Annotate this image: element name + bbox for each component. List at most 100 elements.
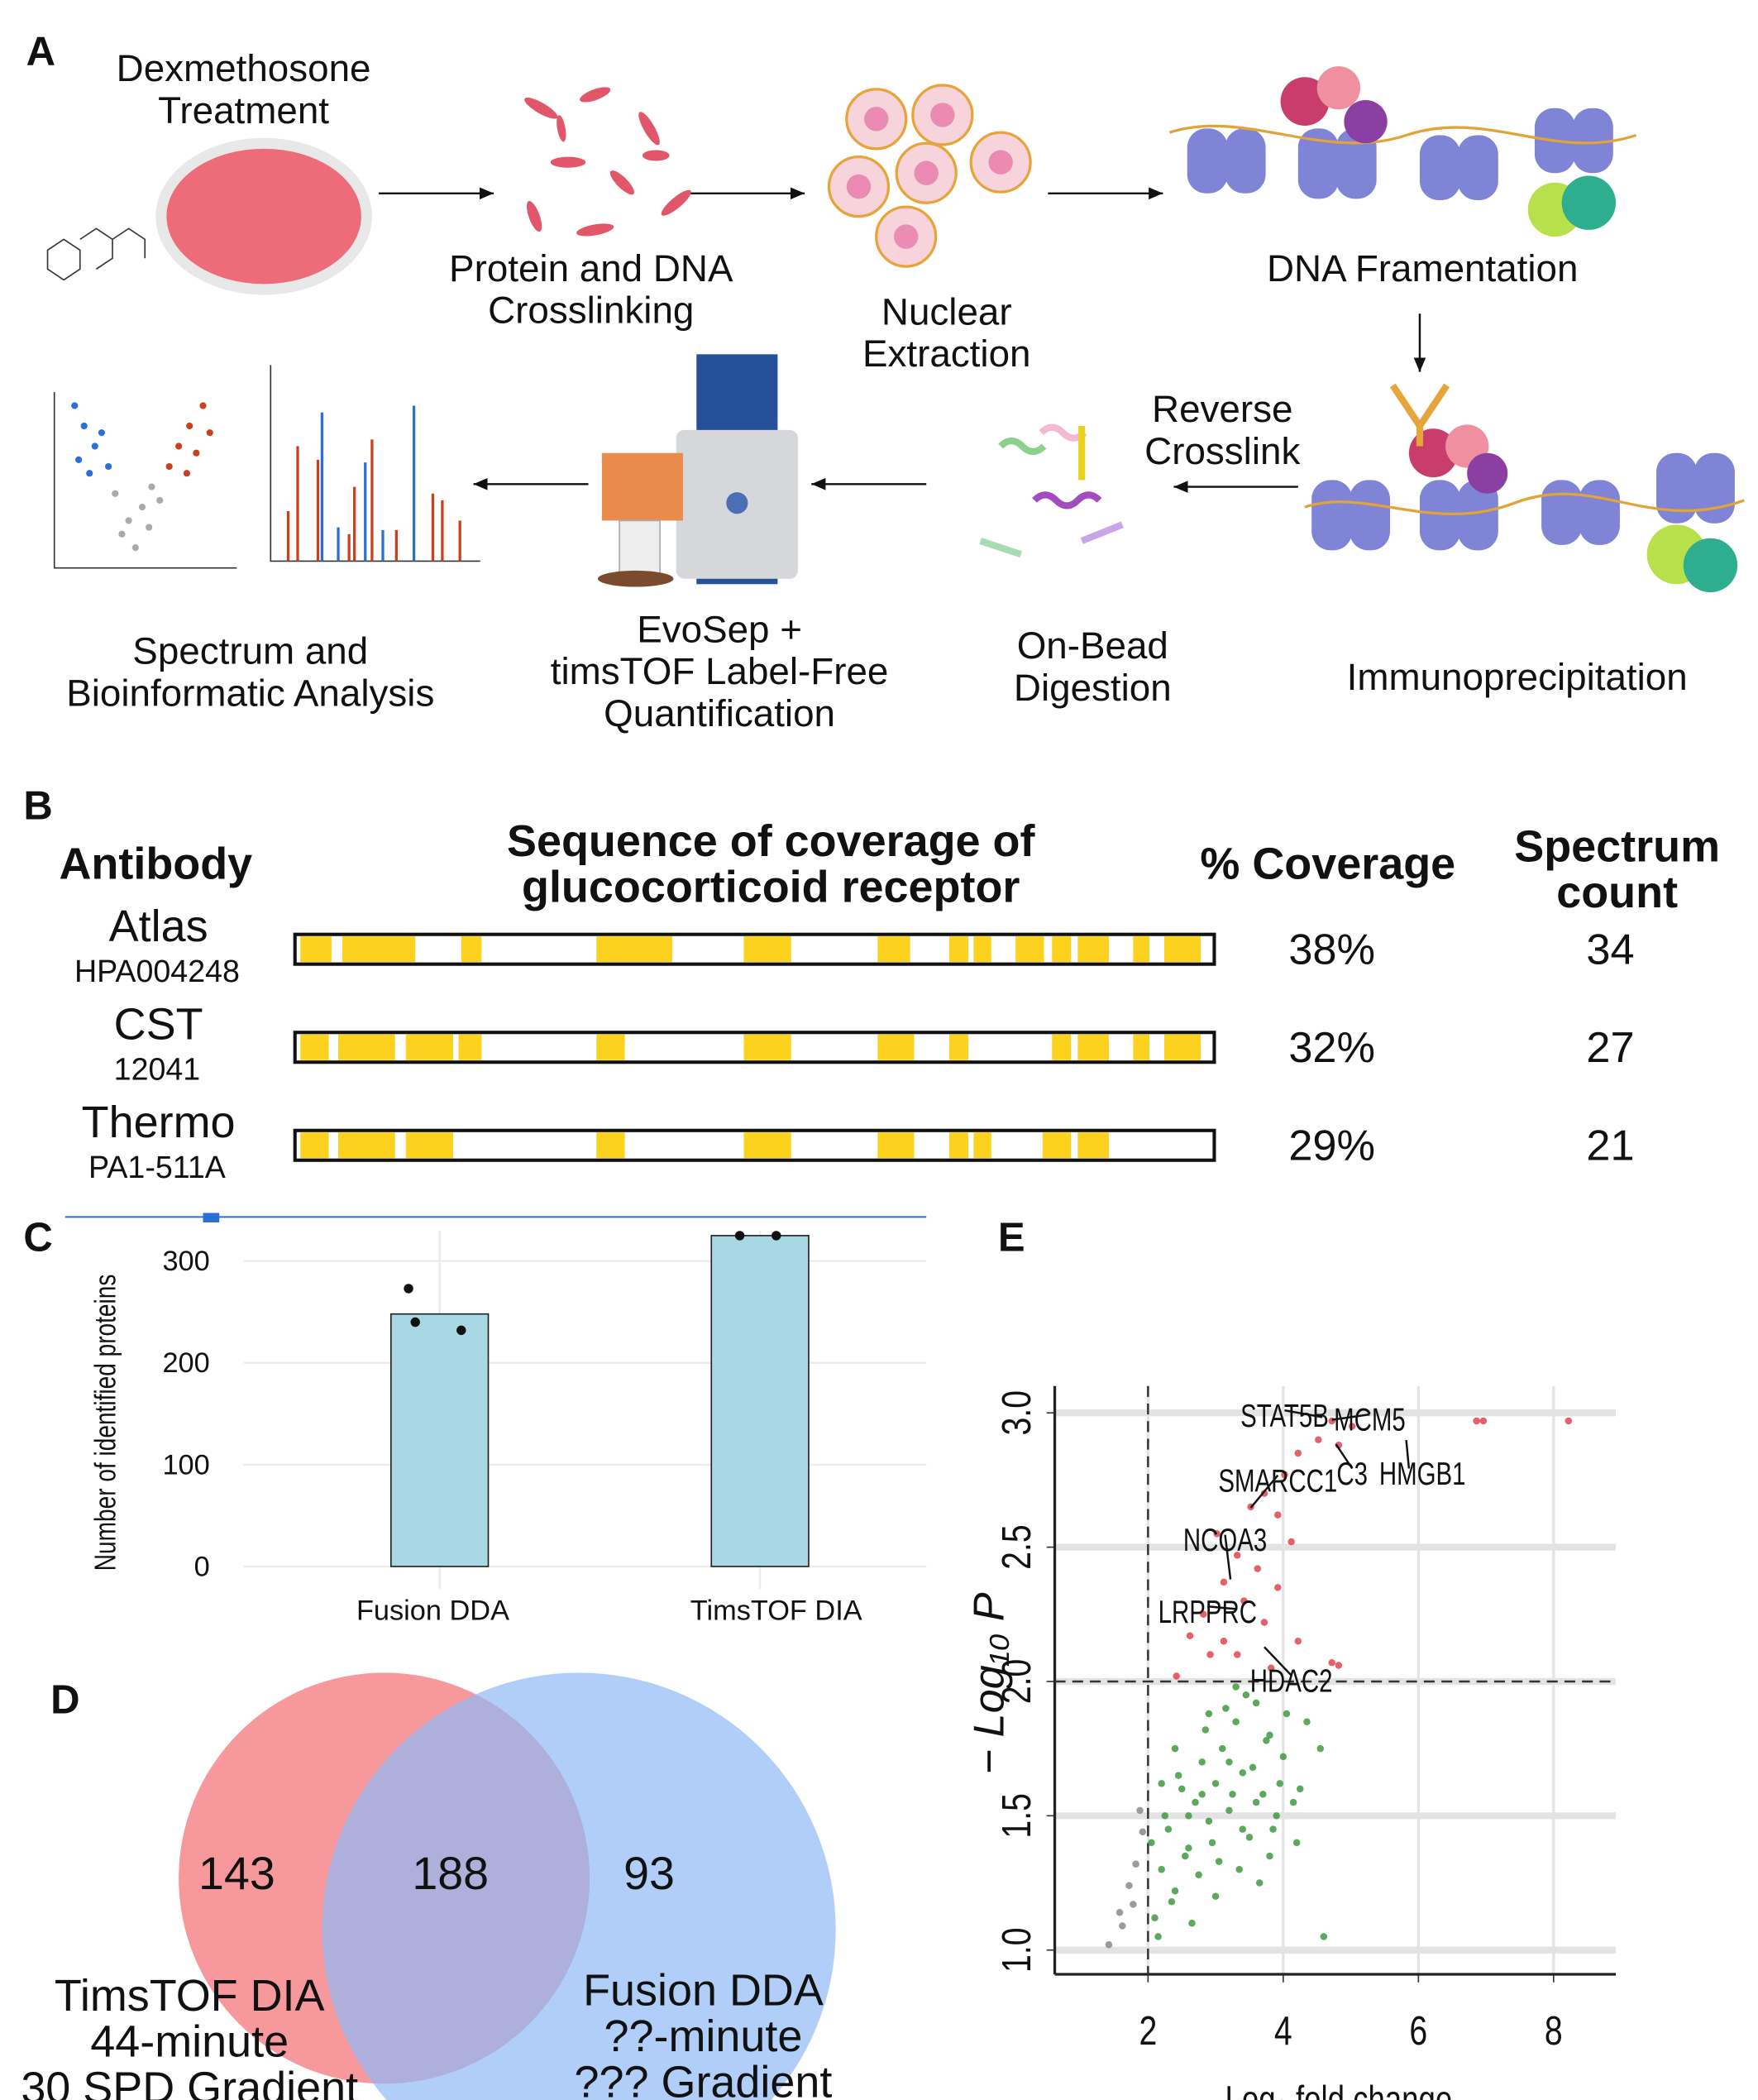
data-point <box>1182 1852 1189 1860</box>
coverage-segment <box>596 1132 625 1159</box>
coverage-segment <box>949 1132 968 1159</box>
nuclei-cores <box>846 103 1013 249</box>
data-point <box>1115 1909 1124 1916</box>
y-tick-label: 100 <box>162 1449 209 1481</box>
data-point <box>1178 1785 1186 1793</box>
step-label: timsTOF Label-Free <box>551 650 889 692</box>
step-label: DNA Framentation <box>1267 247 1578 289</box>
data-point <box>1174 1772 1182 1779</box>
venn-circle <box>322 1672 836 2100</box>
data-point <box>1252 1798 1260 1806</box>
coverage-value: 38% <box>1288 926 1375 974</box>
data-point <box>1220 1578 1228 1586</box>
data-point <box>1208 1839 1216 1847</box>
spectrum-count: 21 <box>1586 1122 1634 1170</box>
venn-set-label: TimsTOF DIA <box>55 1971 325 2021</box>
data-point <box>1235 1866 1243 1873</box>
step-label: Crosslink <box>1144 430 1300 472</box>
antibody-catalog: HPA004248 <box>74 954 240 988</box>
venn-set-label: Fusion DDA <box>583 1966 824 2016</box>
annotation-label: HDAC2 <box>1250 1663 1333 1699</box>
annotation-arrow <box>1335 1443 1354 1470</box>
data-point <box>1168 1898 1176 1906</box>
data-point <box>1205 1710 1213 1718</box>
antibody-name: CST <box>114 999 203 1049</box>
data-point <box>1239 1825 1247 1833</box>
data-point <box>1171 1887 1179 1895</box>
y-tick-label: 2.5 <box>995 1524 1039 1570</box>
annotation-label: SMARCC1 <box>1218 1463 1337 1499</box>
panel-letter: B <box>23 784 52 829</box>
data-point <box>1185 1812 1192 1820</box>
step-label: Quantification <box>604 692 835 734</box>
annotation-label: MCM5 <box>1334 1403 1406 1438</box>
data-point <box>1315 1436 1322 1443</box>
x-tick-label: Fusion DDA <box>356 1595 509 1627</box>
step-label: Extraction <box>862 332 1031 375</box>
table-header: count <box>1556 868 1678 917</box>
coverage-segment <box>1077 936 1109 963</box>
coverage-segment <box>1077 1034 1109 1060</box>
data-point <box>1276 1780 1283 1787</box>
data-point <box>1233 1552 1241 1559</box>
dish-medium <box>166 148 361 285</box>
y-axis-label: − Log₁₀ P <box>965 1592 1013 1774</box>
coverage-value: 32% <box>1288 1024 1375 1072</box>
coverage-segment <box>342 936 416 963</box>
coverage-segment <box>1052 1034 1072 1060</box>
coverage-segment <box>1133 1034 1149 1060</box>
annotation-arrow <box>1207 1605 1238 1610</box>
coverage-segment <box>1042 1132 1072 1159</box>
coverage-segment <box>596 936 672 963</box>
data-point <box>1254 1565 1262 1572</box>
data-point <box>1260 1490 1268 1497</box>
y-tick-label: 1.5 <box>995 1793 1039 1839</box>
annotation-label: NCOA3 <box>1183 1523 1267 1558</box>
data-point <box>1294 1638 1302 1645</box>
data-point <box>1274 1584 1282 1591</box>
table-header: glucocorticoid receptor <box>522 862 1020 911</box>
data-point <box>1219 1744 1226 1753</box>
molecule <box>46 227 146 281</box>
data-point <box>1105 1940 1113 1949</box>
data-point <box>1260 1619 1268 1626</box>
data-point <box>1154 1933 1162 1940</box>
y-tick-label: 3.0 <box>995 1390 1039 1436</box>
data-point <box>1206 1651 1214 1658</box>
data-point <box>1225 1806 1233 1815</box>
ui-handle <box>203 1213 220 1222</box>
data-point <box>1151 1914 1158 1922</box>
coverage-segment <box>1163 1034 1201 1060</box>
coverage-segment <box>743 1034 791 1060</box>
coverage-segment <box>300 936 332 963</box>
coverage-segment <box>743 936 791 963</box>
panel-letter: A <box>26 29 55 74</box>
data-point <box>1125 1882 1133 1890</box>
data-point <box>1249 1763 1257 1772</box>
venn-count: 93 <box>623 1848 675 1899</box>
annotation-label: C3 <box>1336 1457 1368 1492</box>
data-point <box>1119 1922 1126 1930</box>
annotation-arrow <box>1284 1409 1323 1418</box>
coverage-segment <box>1133 936 1149 963</box>
x-tick-label: TimsTOF DIA <box>690 1595 862 1627</box>
data-point <box>1205 1817 1213 1825</box>
x-axis-label: Log₂ fold change <box>1225 2078 1452 2100</box>
data-point <box>1211 1780 1220 1787</box>
coverage-segment <box>877 1034 915 1060</box>
antibody-name: Thermo <box>82 1098 236 1147</box>
data-point <box>734 1231 745 1241</box>
data-point <box>1198 1758 1206 1766</box>
step-label: Immunoprecipitation <box>1347 656 1688 698</box>
spectrum-count: 27 <box>1586 1024 1634 1072</box>
data-point <box>1294 1449 1302 1457</box>
venn-count: 143 <box>198 1848 275 1899</box>
data-point <box>1192 1798 1199 1806</box>
dna-strand <box>1168 124 1745 515</box>
table-header: Sequence of coverage of <box>507 816 1035 866</box>
coverage-segment <box>338 1132 395 1159</box>
data-point <box>1259 1791 1267 1798</box>
data-point <box>1213 1530 1221 1538</box>
data-point <box>1245 1834 1254 1841</box>
